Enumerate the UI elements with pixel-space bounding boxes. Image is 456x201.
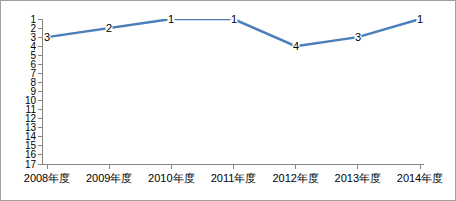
svg-text:14: 14 (25, 131, 37, 142)
svg-text:2: 2 (30, 23, 36, 34)
svg-text:2: 2 (106, 22, 112, 34)
svg-text:3: 3 (30, 32, 36, 43)
svg-text:12: 12 (25, 113, 37, 124)
svg-text:9: 9 (30, 86, 36, 97)
svg-text:2011年度: 2011年度 (211, 172, 257, 184)
svg-text:6: 6 (30, 59, 36, 70)
svg-text:3: 3 (355, 31, 361, 43)
svg-text:3: 3 (44, 31, 50, 43)
svg-text:13: 13 (25, 122, 37, 133)
svg-text:2013年度: 2013年度 (335, 172, 381, 184)
svg-text:2009年度: 2009年度 (86, 172, 132, 184)
svg-text:2010年度: 2010年度 (148, 172, 194, 184)
svg-text:11: 11 (26, 104, 37, 115)
svg-text:15: 15 (25, 140, 37, 151)
svg-text:16: 16 (25, 149, 37, 160)
svg-text:7: 7 (30, 68, 36, 79)
svg-text:8: 8 (30, 77, 36, 88)
svg-text:1: 1 (168, 13, 174, 25)
svg-text:5: 5 (30, 50, 36, 61)
svg-text:10: 10 (25, 95, 37, 106)
svg-text:1: 1 (30, 14, 36, 25)
svg-text:1: 1 (231, 13, 237, 25)
svg-text:4: 4 (30, 41, 36, 52)
svg-text:1: 1 (417, 13, 423, 25)
svg-text:2008年度: 2008年度 (24, 172, 70, 184)
svg-text:4: 4 (293, 40, 299, 52)
svg-text:2014年度: 2014年度 (397, 172, 443, 184)
svg-text:17: 17 (25, 159, 37, 170)
svg-text:2012年度: 2012年度 (272, 172, 318, 184)
